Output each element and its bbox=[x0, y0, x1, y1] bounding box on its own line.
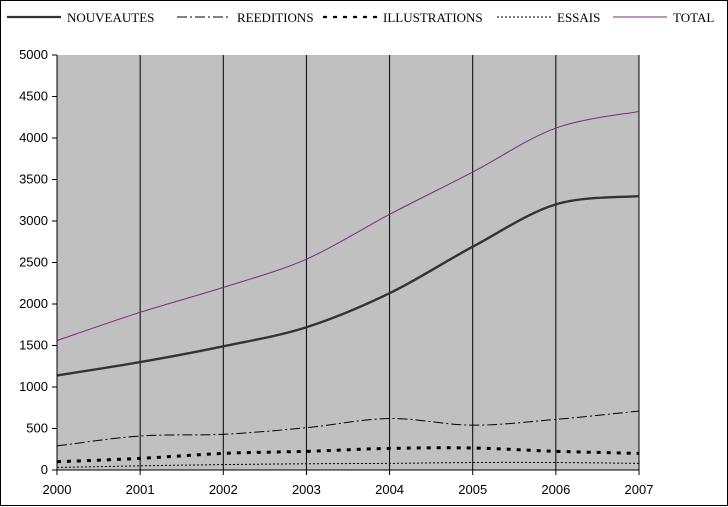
data-point-illustrations bbox=[554, 449, 558, 453]
data-point-reeditions bbox=[388, 417, 392, 421]
data-point-total bbox=[637, 109, 641, 113]
series-line-nouveautes bbox=[56, 194, 640, 377]
series-line-total bbox=[56, 110, 640, 341]
y-tick-label: 4500 bbox=[19, 89, 48, 104]
legend-label-illustrations: ILLUSTRATIONS bbox=[383, 10, 483, 25]
y-tick-label: 2000 bbox=[19, 296, 48, 311]
y-tick-label: 4000 bbox=[19, 130, 48, 145]
x-tick-label: 2001 bbox=[126, 482, 155, 497]
data-point-reeditions bbox=[221, 432, 225, 436]
x-tick-label: 2004 bbox=[375, 482, 404, 497]
series-line-illustrations bbox=[56, 446, 640, 464]
data-point-nouveautes bbox=[637, 194, 641, 198]
series-line-reeditions bbox=[56, 410, 640, 447]
data-point-reeditions bbox=[554, 417, 558, 421]
data-point-total bbox=[304, 257, 308, 261]
plot-area bbox=[57, 55, 639, 470]
y-tick-label: 5000 bbox=[19, 47, 48, 62]
data-point-illustrations bbox=[304, 449, 308, 453]
data-point-reeditions bbox=[138, 434, 142, 438]
y-tick-label: 3500 bbox=[19, 172, 48, 187]
data-point-essais bbox=[388, 461, 392, 465]
data-point-illustrations bbox=[221, 451, 225, 455]
data-point-essais bbox=[138, 464, 142, 468]
data-point-essais bbox=[471, 461, 475, 465]
data-point-reeditions bbox=[471, 423, 475, 427]
x-tick-label: 2003 bbox=[292, 482, 321, 497]
data-point-total bbox=[388, 212, 392, 216]
x-tick-label: 2007 bbox=[625, 482, 654, 497]
data-point-illustrations bbox=[388, 446, 392, 450]
y-tick-label: 3000 bbox=[19, 213, 48, 228]
legend-label-reeditions: REEDITIONS bbox=[237, 10, 314, 25]
data-point-illustrations bbox=[138, 456, 142, 460]
legend: NOUVEAUTES REEDITIONS ILLUSTRATIONS ESSAIS T… bbox=[7, 10, 714, 25]
data-point-reeditions bbox=[304, 426, 308, 430]
y-tick-label: 1000 bbox=[19, 379, 48, 394]
data-point-nouveautes bbox=[471, 245, 475, 249]
data-point-essais bbox=[637, 461, 641, 465]
series-lines bbox=[56, 109, 641, 469]
x-tick-label: 2005 bbox=[458, 482, 487, 497]
y-tick-label: 0 bbox=[41, 462, 48, 477]
data-point-total bbox=[138, 310, 142, 314]
legend-label-essais: ESSAIS bbox=[557, 10, 600, 25]
y-tick-label: 500 bbox=[26, 421, 48, 436]
data-point-total bbox=[221, 285, 225, 289]
data-point-essais bbox=[304, 462, 308, 466]
data-point-illustrations bbox=[637, 451, 641, 455]
data-point-essais bbox=[554, 461, 558, 465]
data-point-illustrations bbox=[471, 446, 475, 450]
data-point-essais bbox=[221, 463, 225, 467]
data-point-nouveautes bbox=[304, 325, 308, 329]
data-point-nouveautes bbox=[221, 344, 225, 348]
y-tick-label: 1500 bbox=[19, 338, 48, 353]
x-tick-label: 2002 bbox=[209, 482, 238, 497]
x-tick-label: 2006 bbox=[541, 482, 570, 497]
x-tick-label: 2000 bbox=[43, 482, 72, 497]
x-axis: 2000 2001 2002 2003 2004 2005 2006 2007 bbox=[43, 469, 654, 497]
data-point-total bbox=[471, 170, 475, 174]
data-point-nouveautes bbox=[554, 202, 558, 206]
data-point-reeditions bbox=[637, 409, 641, 413]
data-point-total bbox=[554, 126, 558, 130]
y-tick-label: 2500 bbox=[19, 255, 48, 270]
legend-label-total: TOTAL bbox=[673, 10, 714, 25]
legend-label-nouveautes: NOUVEAUTES bbox=[67, 10, 154, 25]
y-axis: 0 500 1000 1500 2000 2500 3000 3500 4000 4500 5000 bbox=[19, 47, 58, 477]
data-point-nouveautes bbox=[388, 291, 392, 295]
data-point-nouveautes bbox=[138, 360, 142, 364]
